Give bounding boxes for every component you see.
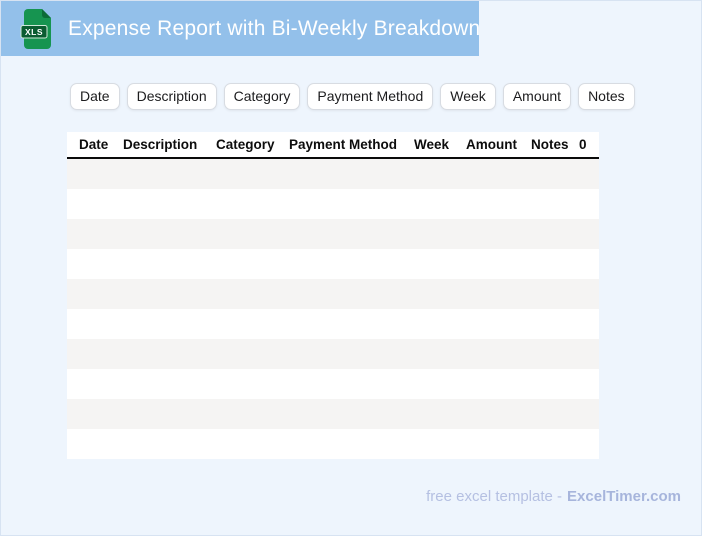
chip-notes[interactable]: Notes [578, 83, 635, 110]
column-header-zero: 0 [579, 137, 587, 152]
table-row [67, 369, 599, 399]
table-row [67, 219, 599, 249]
chip-description[interactable]: Description [126, 83, 217, 110]
xls-icon-label: XLS [25, 27, 43, 37]
table-header-row: Date Description Category Payment Method… [67, 132, 599, 159]
table-row [67, 339, 599, 369]
table-row [67, 429, 599, 459]
footer-text: free excel template - [426, 488, 563, 505]
column-chips-row: Date Description Category Payment Method… [70, 83, 635, 110]
expense-table: Date Description Category Payment Method… [67, 132, 599, 459]
table-row [67, 399, 599, 429]
table-row [67, 279, 599, 309]
chip-payment-method[interactable]: Payment Method [307, 83, 434, 110]
column-header-category: Category [216, 137, 275, 152]
header-banner: XLS Expense Report with Bi-Weekly Breakd… [1, 1, 481, 56]
column-header-notes: Notes [531, 137, 569, 152]
chip-date[interactable]: Date [70, 83, 120, 110]
chip-category[interactable]: Category [223, 83, 301, 110]
table-body [67, 159, 599, 459]
table-row [67, 159, 599, 189]
xls-file-icon: XLS [20, 8, 51, 49]
exceltimer-link[interactable]: ExcelTimer.com [567, 488, 681, 505]
table-row [67, 189, 599, 219]
table-row [67, 249, 599, 279]
column-header-date: Date [79, 137, 109, 152]
chip-week[interactable]: Week [440, 83, 496, 110]
column-header-week: Week [414, 137, 450, 152]
chip-amount[interactable]: Amount [502, 83, 572, 110]
column-header-payment-method: Payment Method [289, 137, 398, 152]
page-title: Expense Report with Bi-Weekly Breakdown [68, 16, 481, 40]
table-row [67, 309, 599, 339]
column-header-description: Description [123, 137, 198, 152]
column-header-amount: Amount [466, 137, 517, 152]
footer-credit: free excel template - ExcelTimer.com [426, 488, 681, 505]
